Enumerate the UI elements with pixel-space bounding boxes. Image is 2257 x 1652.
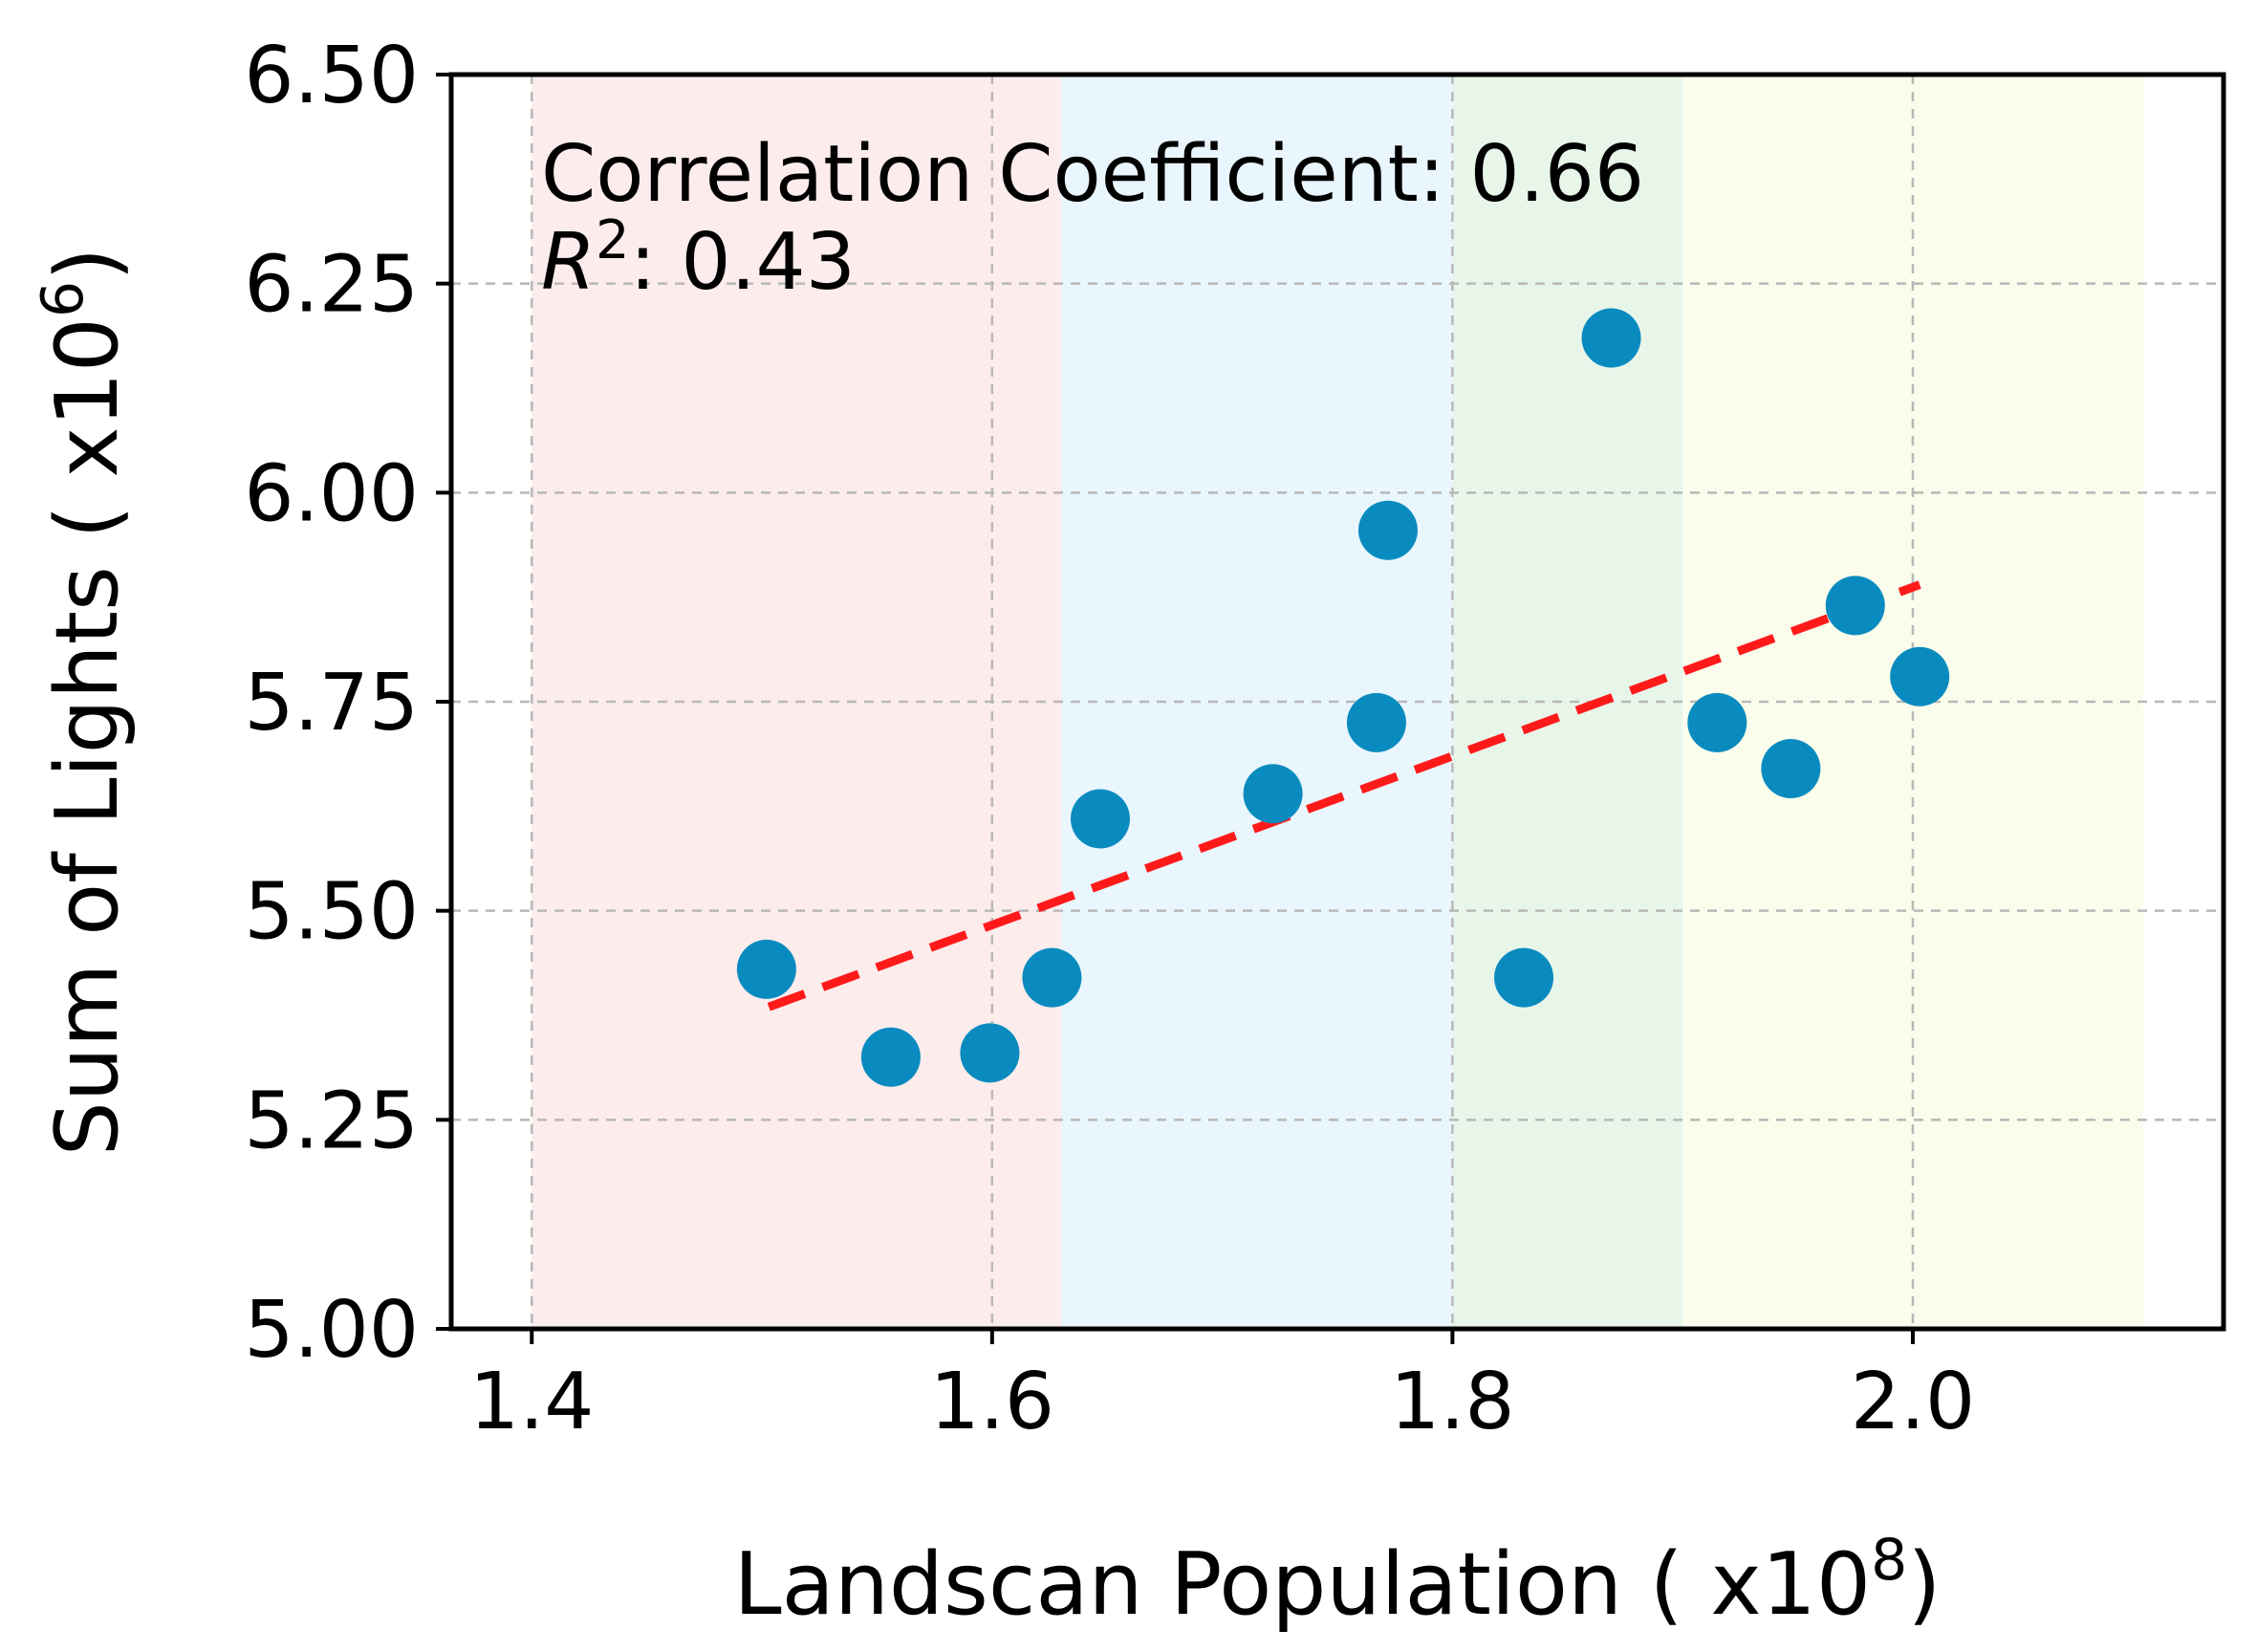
- y-tick-label: 6.25: [244, 240, 419, 331]
- y-tick-label: 5.25: [244, 1076, 419, 1166]
- y-axis-label-suffix: ): [37, 248, 138, 281]
- r-squared-exponent: 2: [596, 209, 630, 272]
- y-tick-label: 5.00: [244, 1285, 419, 1376]
- data-point: [1022, 947, 1082, 1008]
- data-point: [1581, 308, 1641, 368]
- data-point: [1761, 738, 1821, 798]
- x-axis-label-suffix: ): [1907, 1534, 1941, 1635]
- data-point: [1494, 947, 1554, 1008]
- data-points: [736, 308, 1950, 1087]
- data-point: [860, 1027, 921, 1087]
- x-tick-label: 1.8: [1390, 1357, 1514, 1447]
- y-tick-label: 6.00: [244, 448, 419, 539]
- y-tick-label: 6.50: [244, 31, 419, 121]
- x-tick-label: 2.0: [1851, 1357, 1975, 1447]
- y-axis-label: Sum of Lights ( x106): [30, 248, 138, 1157]
- r-squared-symbol: R: [541, 217, 596, 308]
- x-tick-label: 1.4: [469, 1357, 594, 1447]
- correlation-annotation: Correlation Coefficient: 0.66: [541, 129, 1644, 220]
- trendline: [767, 580, 1921, 1011]
- x-axis-label-base: Landscan Population ( x10: [734, 1534, 1872, 1635]
- x-axis-label-exponent: 8: [1871, 1527, 1907, 1594]
- data-point: [1687, 692, 1747, 752]
- y-tick-label: 5.50: [244, 867, 419, 958]
- data-point: [1070, 789, 1130, 849]
- data-point: [1825, 576, 1885, 636]
- data-point: [1243, 764, 1303, 824]
- data-point: [960, 1023, 1020, 1083]
- trendline-layer: [767, 580, 1921, 1011]
- y-axis-label-exponent: 6: [30, 281, 97, 317]
- data-point: [1890, 646, 1950, 706]
- r-squared-value: : 0.43: [630, 217, 856, 308]
- data-point: [1346, 692, 1406, 752]
- data-point: [736, 939, 796, 999]
- x-tick-label: 1.6: [930, 1357, 1054, 1447]
- r-squared-annotation: R2: 0.43: [541, 209, 856, 308]
- y-tick-label: 5.75: [244, 658, 419, 749]
- axis-ticks: 1.4 1.6 1.8 2.0 5.00 5.25 5.50 5.75 6.00 6.25 6.50: [244, 31, 1975, 1447]
- x-axis-label: Landscan Population ( x108): [734, 1527, 1942, 1635]
- y-axis-label-base: Sum of Lights ( x10: [37, 317, 138, 1156]
- data-point: [1357, 500, 1418, 560]
